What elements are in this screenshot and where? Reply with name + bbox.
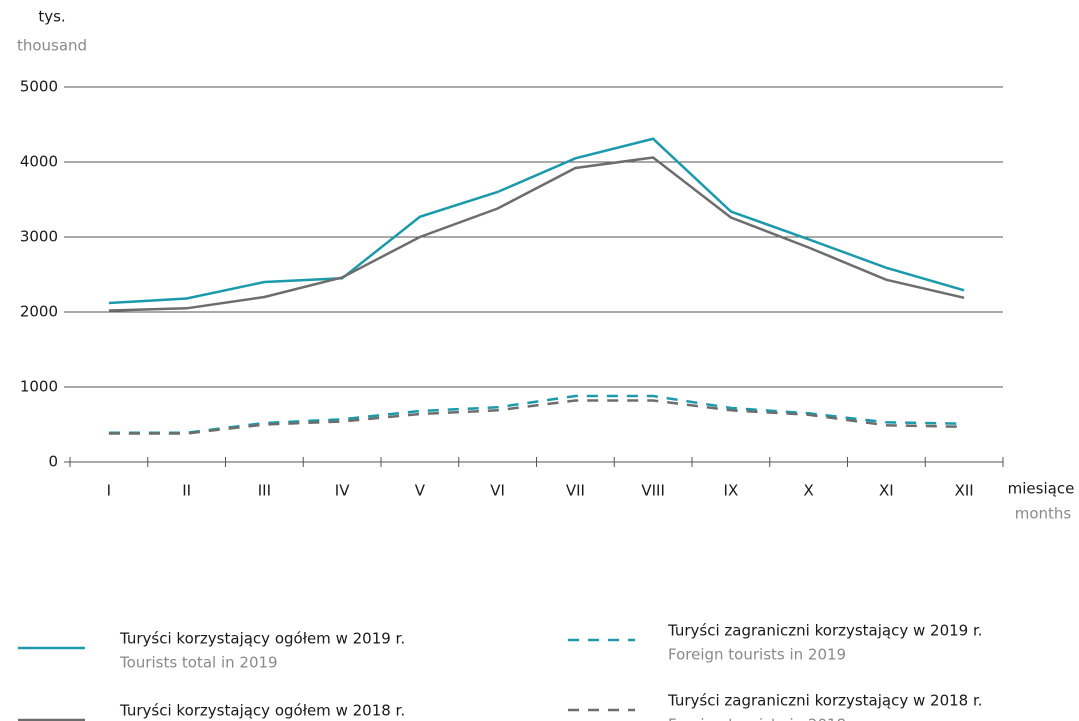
series-line — [108, 394, 965, 435]
x-tick-label: XI — [879, 482, 894, 500]
x-tick-label: X — [803, 482, 813, 500]
x-tick-label: VIII — [641, 482, 665, 500]
x-tick-label: IV — [335, 482, 350, 500]
series-line — [108, 399, 965, 435]
series-line — [108, 137, 965, 305]
x-tick-label: I — [107, 482, 111, 500]
legend-label-en: Foreign tourists in 2019 — [668, 646, 846, 664]
y-tick-label: 3000 — [20, 228, 58, 246]
y-unit: tys. — [38, 8, 65, 26]
x-tick-label: III — [258, 482, 271, 500]
y-tick-label: 2000 — [20, 303, 58, 321]
x-tick-label: V — [415, 482, 426, 500]
y-tick-label: 5000 — [20, 78, 58, 96]
legend-label-en: Tourists total in 2019 — [119, 654, 278, 672]
x-tick-label: VI — [490, 482, 505, 500]
legend-label-en: Foreign tourists in 2018 — [668, 716, 846, 721]
y-tick-label: 1000 — [20, 378, 58, 396]
legend-label: Turyści zagraniczni korzystający w 2018 … — [667, 692, 983, 710]
x-unit: miesiące — [1008, 480, 1075, 498]
y-tick-label: 4000 — [20, 153, 58, 171]
legend-label: Turyści korzystający ogółem w 2018 r. — [119, 702, 405, 720]
legend-label: Turyści korzystający ogółem w 2019 r. — [119, 630, 405, 648]
x-unit-en: months — [1015, 505, 1072, 523]
x-tick-label: XII — [955, 482, 974, 500]
y-unit-en: thousand — [17, 37, 87, 55]
x-tick-label: IX — [724, 482, 739, 500]
x-tick-label: II — [182, 482, 191, 500]
legend-label: Turyści zagraniczni korzystający w 2019 … — [667, 622, 983, 640]
x-tick-label: VII — [566, 482, 585, 500]
y-tick-label: 0 — [48, 453, 58, 471]
series-line — [108, 156, 965, 312]
